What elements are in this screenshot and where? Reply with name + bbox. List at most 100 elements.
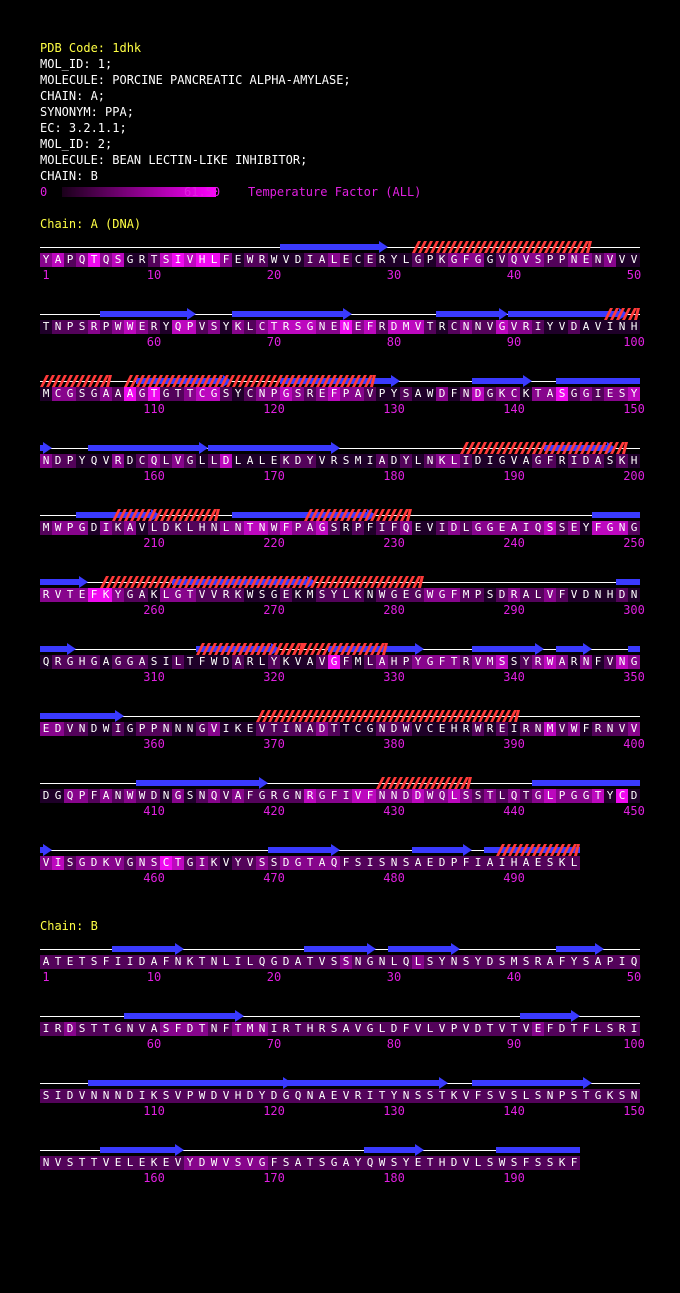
residue: R [532, 955, 544, 969]
residue: V [508, 454, 520, 468]
residue: S [160, 1022, 172, 1036]
beta-strand-arrow [556, 943, 604, 955]
residue: I [460, 454, 472, 468]
residue-number-label: 70 [266, 1037, 282, 1051]
residue: A [244, 454, 256, 468]
residue: T [172, 387, 184, 401]
secondary-structure-track [88, 1077, 592, 1089]
residue: P [448, 1022, 460, 1036]
residue: R [328, 454, 340, 468]
residue: N [256, 521, 268, 535]
residue: W [568, 722, 580, 736]
residue: T [592, 789, 604, 803]
residue: G [76, 856, 88, 870]
residue: A [592, 955, 604, 969]
residue: K [172, 521, 184, 535]
residue-number-label: 50 [626, 268, 642, 282]
residue: G [196, 722, 208, 736]
residue: V [460, 1022, 472, 1036]
residue: I [364, 454, 376, 468]
residue: E [364, 253, 376, 267]
residue: W [376, 588, 388, 602]
residue: A [112, 387, 124, 401]
residue: L [184, 521, 196, 535]
residue: S [208, 320, 220, 334]
residue: D [388, 1022, 400, 1036]
residue: P [64, 320, 76, 334]
residue: R [52, 655, 64, 669]
residue: R [40, 588, 52, 602]
residue: F [100, 955, 112, 969]
residue-number-label: 270 [263, 603, 285, 617]
residue: I [508, 722, 520, 736]
residue: R [568, 655, 580, 669]
residue: S [544, 521, 556, 535]
residue: N [388, 856, 400, 870]
residue: R [376, 320, 388, 334]
residue: L [160, 588, 172, 602]
residue: A [484, 856, 496, 870]
residue: Q [256, 955, 268, 969]
residue: S [292, 387, 304, 401]
residue: S [616, 1089, 628, 1103]
residue: D [88, 521, 100, 535]
residue: C [244, 387, 256, 401]
residue: V [220, 1089, 232, 1103]
residue: D [88, 722, 100, 736]
residue: G [328, 655, 340, 669]
residue: L [448, 454, 460, 468]
residue: Y [412, 655, 424, 669]
residue: V [592, 320, 604, 334]
residue-number-label: 140 [503, 402, 525, 416]
residue: F [544, 454, 556, 468]
residue: R [136, 253, 148, 267]
residue-number-label: 190 [503, 469, 525, 483]
residue: F [328, 387, 340, 401]
residue: W [376, 1156, 388, 1170]
residue: N [532, 722, 544, 736]
residue: Y [256, 1089, 268, 1103]
residue: V [208, 588, 220, 602]
beta-strand-arrow [88, 442, 208, 454]
residue-number-label: 110 [143, 1104, 165, 1118]
residue-number-label: 200 [623, 469, 645, 483]
residue: S [604, 454, 616, 468]
residue: Q [292, 1089, 304, 1103]
residue: L [208, 253, 220, 267]
beta-strand-arrow [592, 512, 640, 518]
residue: N [376, 722, 388, 736]
residue: S [88, 955, 100, 969]
alpha-helix-coil [604, 308, 640, 320]
residue-number-label: 130 [383, 1104, 405, 1118]
residue: T [268, 722, 280, 736]
residue: A [136, 588, 148, 602]
residue: D [220, 655, 232, 669]
residue: P [400, 655, 412, 669]
scale-title: Temperature Factor (ALL) [248, 185, 422, 199]
residue: F [196, 655, 208, 669]
residue: A [520, 856, 532, 870]
residue: E [316, 387, 328, 401]
residue: P [448, 856, 460, 870]
residue: T [568, 1022, 580, 1036]
residue: S [220, 387, 232, 401]
residue: G [532, 789, 544, 803]
residue: V [280, 253, 292, 267]
residue: R [520, 320, 532, 334]
residue: E [136, 1156, 148, 1170]
residue: T [196, 955, 208, 969]
residue: E [244, 722, 256, 736]
residue: K [280, 454, 292, 468]
residue: G [364, 955, 376, 969]
residue: K [232, 588, 244, 602]
beta-strand-arrow [388, 943, 460, 955]
residue: Y [436, 955, 448, 969]
residue: R [352, 1089, 364, 1103]
residue: T [52, 955, 64, 969]
residue: L [208, 454, 220, 468]
residue: A [148, 1022, 160, 1036]
residue: V [196, 320, 208, 334]
residue: I [124, 955, 136, 969]
residue: A [136, 655, 148, 669]
beta-strand-arrow [124, 1010, 244, 1022]
